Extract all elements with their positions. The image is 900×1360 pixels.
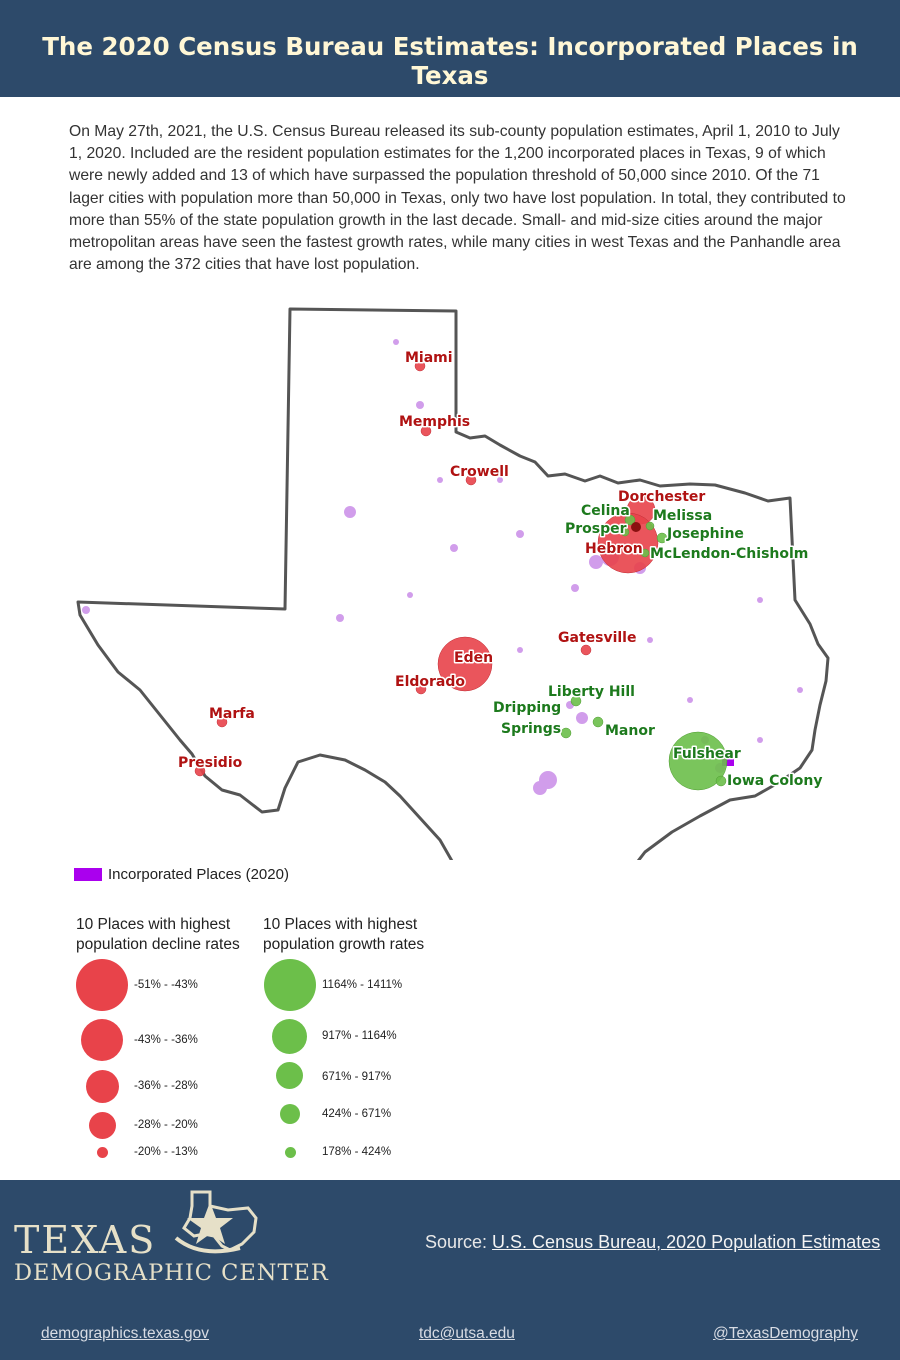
legend-decline-label-5: -20% - -13% bbox=[134, 1146, 198, 1158]
decline-circle-memphis bbox=[420, 425, 432, 437]
growth-circle-iowa-colony bbox=[715, 775, 727, 787]
footer-banner bbox=[0, 1180, 900, 1360]
legend-growth-circle-5 bbox=[285, 1147, 296, 1158]
decline-circle-hebron bbox=[597, 512, 659, 574]
incorporated-place-fulshear-area bbox=[722, 756, 734, 766]
decline-circle-eden bbox=[437, 636, 493, 692]
legend-decline-title: 10 Places with highest population declin… bbox=[76, 916, 240, 953]
legend-growth-circle-4 bbox=[280, 1104, 300, 1124]
incorporated-swatch bbox=[74, 868, 102, 881]
website-link[interactable]: demographics.texas.gov bbox=[41, 1325, 210, 1342]
decline-labels: Miami Memphis Crowell Dorchester Hebron … bbox=[177, 349, 707, 773]
label-manor: Manor bbox=[605, 723, 655, 739]
growth-circle-mclendon-chisholm bbox=[640, 548, 650, 558]
growth-circle-prosper bbox=[620, 527, 630, 537]
label-miami: Miami bbox=[405, 350, 453, 366]
legend-growth-label-4: 424% - 671% bbox=[322, 1108, 392, 1120]
source-link[interactable]: U.S. Census Bureau, 2020 Population Esti… bbox=[492, 1232, 881, 1252]
growth-circle-manor bbox=[592, 716, 604, 728]
legend-decline-circle-4 bbox=[89, 1112, 116, 1139]
label-memphis: Memphis bbox=[399, 414, 470, 430]
legend-growth-label-1: 1164% - 1411% bbox=[322, 979, 403, 991]
decline-circle-eldorado bbox=[415, 683, 427, 695]
legend-growth-circle-3 bbox=[276, 1062, 303, 1089]
label-eldorado: Eldorado bbox=[395, 674, 465, 690]
texas-state-outline bbox=[76, 307, 830, 860]
decline-circle-presidio bbox=[194, 765, 206, 777]
label-liberty-hill: Liberty Hill bbox=[548, 684, 635, 700]
label-prosper: Prosper bbox=[565, 521, 627, 537]
growth-circle-fulshear bbox=[668, 731, 728, 791]
growth-circle-josephine bbox=[656, 532, 668, 544]
legend-decline-circle-1 bbox=[76, 959, 128, 1011]
legend-incorporated-label: Incorporated Places (2020) bbox=[108, 866, 289, 883]
twitter-link[interactable]: @TexasDemography bbox=[713, 1325, 858, 1342]
growth-circle-celina bbox=[624, 514, 636, 526]
growth-labels: Celina Melissa Prosper Josephine McLendo… bbox=[492, 502, 824, 791]
logo-demographic-center-text: DEMOGRAPHIC CENTER bbox=[14, 1260, 329, 1286]
legend-decline-label-3: -36% - -28% bbox=[134, 1080, 198, 1092]
label-hebron: Hebron bbox=[585, 541, 643, 557]
legend-decline-circle-5 bbox=[97, 1147, 108, 1158]
legend-decline-label-2: -43% - -36% bbox=[134, 1034, 198, 1046]
legend-growth-circle-1 bbox=[264, 959, 316, 1011]
label-fulshear: Fulshear bbox=[673, 746, 741, 762]
legend-growth-title: 10 Places with highest population growth… bbox=[263, 916, 425, 953]
label-marfa: Marfa bbox=[209, 706, 255, 722]
legend-incorporated-places: Incorporated Places (2020) bbox=[74, 866, 289, 883]
logo-texas-text: TEXAS bbox=[14, 1218, 157, 1262]
legend-growth-circle-2 bbox=[272, 1019, 307, 1054]
decline-circles bbox=[194, 360, 659, 777]
label-presidio: Presidio bbox=[178, 755, 243, 771]
label-celina: Celina bbox=[581, 503, 630, 519]
legend-decline-label-1: -51% - -43% bbox=[134, 979, 198, 991]
texas-map: Miami Memphis Crowell Dorchester Hebron … bbox=[76, 307, 830, 860]
legend-decline-circle-2 bbox=[81, 1019, 123, 1061]
label-crowell: Crowell bbox=[450, 464, 509, 480]
growth-circles bbox=[560, 514, 728, 791]
label-melissa: Melissa bbox=[653, 508, 712, 524]
decline-circle-miami bbox=[414, 360, 426, 372]
legend-decline-circle-3 bbox=[86, 1070, 119, 1103]
decline-circle-marfa bbox=[216, 716, 228, 728]
source-line: Source: U.S. Census Bureau, 2020 Populat… bbox=[425, 1232, 880, 1253]
label-mclendon-chisholm: McLendon-Chisholm bbox=[650, 546, 808, 562]
growth-circle-melissa bbox=[645, 521, 655, 531]
label-josephine: Josephine bbox=[666, 526, 744, 542]
source-prefix: Source: bbox=[425, 1232, 493, 1252]
legend-growth-label-5: 178% - 424% bbox=[322, 1146, 392, 1158]
label-springs: Springs bbox=[501, 721, 561, 737]
label-gatesville: Gatesville bbox=[558, 630, 636, 646]
label-iowa-colony: Iowa Colony bbox=[727, 773, 822, 789]
decline-circle-crowell bbox=[465, 474, 477, 486]
label-dorchester: Dorchester bbox=[618, 489, 705, 505]
growth-circle-dripping-springs bbox=[560, 727, 572, 739]
label-dripping: Dripping bbox=[493, 700, 561, 716]
texas-star-logo-icon bbox=[174, 1190, 258, 1254]
label-eden: Eden bbox=[454, 650, 493, 666]
legend-growth-label-2: 917% - 1164% bbox=[322, 1030, 397, 1042]
email-link[interactable]: tdc@utsa.edu bbox=[419, 1325, 515, 1342]
decline-circle-gatesville bbox=[580, 644, 592, 656]
growth-circle-liberty-hill bbox=[570, 695, 582, 707]
decline-circle-dorchester-dot bbox=[631, 522, 641, 532]
legend-growth-label-3: 671% - 917% bbox=[322, 1071, 392, 1083]
intro-paragraph: On May 27th, 2021, the U.S. Census Burea… bbox=[69, 123, 846, 274]
header-banner: The 2020 Census Bureau Estimates: Incorp… bbox=[0, 0, 900, 97]
legend-decline-label-4: -28% - -20% bbox=[134, 1119, 198, 1131]
page-title: The 2020 Census Bureau Estimates: Incorp… bbox=[42, 32, 858, 90]
